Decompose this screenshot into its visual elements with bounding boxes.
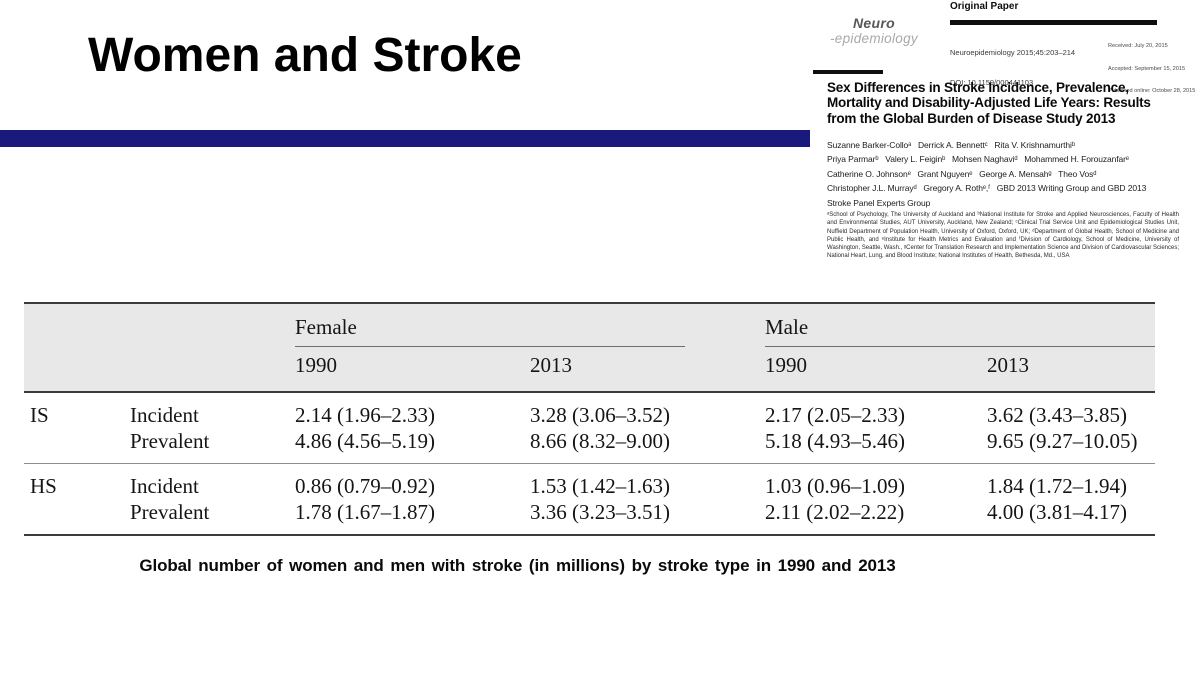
- row-group-label: HS: [24, 463, 130, 499]
- author-line: Priya Parmarᵇ Valery L. Feiginᵇ Mohsen N…: [827, 154, 1129, 165]
- empty-header-cell: [24, 303, 130, 347]
- doi-line: DOI: 10.1159/000441103: [950, 78, 1034, 87]
- published-date: Published online: October 28, 2015: [1108, 88, 1196, 94]
- row-group-label: [24, 428, 130, 464]
- female-group-header: Female: [295, 303, 765, 347]
- value-cell: 3.36 (3.23–3.51): [530, 500, 670, 524]
- row-group-label: IS: [30, 403, 49, 427]
- empty-header-cell: [130, 347, 295, 393]
- table-group-header-row: Female Male: [24, 303, 1155, 347]
- paper-dates: Received: July 20, 2015 Accepted: Septem…: [1108, 28, 1195, 111]
- journal-logo: Neuro -epidemiology: [830, 15, 918, 47]
- paper-authors: Suzanne Barker-Colloᵃ Derrick A. Bennett…: [827, 138, 1146, 210]
- paper-title-rule: [813, 70, 883, 74]
- value-cell: 1.53 (1.42–1.63): [530, 463, 765, 499]
- value-cell: 5.18 (4.93–5.46): [765, 429, 905, 453]
- value-cell: 2.14 (1.96–2.33): [295, 403, 435, 427]
- row-type-label: Prevalent: [130, 500, 210, 524]
- accepted-date: Accepted: September 15, 2015: [1108, 65, 1186, 72]
- received-date: Received: July 20, 2015: [1108, 43, 1168, 49]
- table-row: Prevalent 1.78 (1.67–1.87) 3.36 (3.23–3.…: [24, 499, 1155, 535]
- year-header: 2013: [530, 347, 765, 393]
- value-cell: 2.17 (2.05–2.33): [765, 403, 905, 427]
- author-line: Christopher J.L. Murrayᵈ Gregory A. Roth…: [827, 183, 1147, 194]
- journal-header-rule: [950, 20, 1157, 25]
- row-type-label: Incident: [130, 463, 295, 499]
- year-header: 1990: [295, 347, 530, 393]
- value-cell: 4.86 (4.56–5.19): [295, 429, 435, 453]
- value-cell: 3.28 (3.06–3.52): [530, 403, 670, 427]
- table-row: IS Incident 2.14 (1.96–2.33) 3.28 (3.06–…: [24, 392, 1155, 428]
- paper-section-label: Original Paper: [950, 1, 1019, 12]
- author-line: Stroke Panel Experts Group: [827, 197, 931, 208]
- value-cell: 1.84 (1.72–1.94): [987, 463, 1155, 499]
- paper-clipping: Neuro -epidemiology Original Paper Neuro…: [810, 0, 1200, 272]
- citation-line: Neuroepidemiology 2015;45:203–214: [950, 48, 1076, 57]
- male-label: Male: [765, 315, 1155, 347]
- value-cell: 3.62 (3.43–3.85): [987, 403, 1127, 427]
- value-cell: 1.03 (0.96–1.09): [765, 463, 987, 499]
- paper-title: Sex Differences in Stroke Incidence, Pre…: [827, 80, 1151, 126]
- journal-citation: Neuroepidemiology 2015;45:203–214 DOI: 1…: [950, 28, 1075, 108]
- value-cell: 4.00 (3.81–4.17): [987, 500, 1127, 524]
- slide-title: Women and Stroke: [88, 29, 522, 82]
- table-year-header-row: 1990 2013 1990 2013: [24, 347, 1155, 393]
- table-caption: Global number of women and men with stro…: [139, 556, 896, 575]
- row-group-label: [24, 499, 130, 535]
- journal-logo-line2: -epidemiology: [830, 31, 918, 46]
- female-label: Female: [295, 315, 685, 347]
- row-type-label: Incident: [130, 403, 199, 427]
- year-header: 1990: [765, 347, 987, 393]
- value-cell: 0.86 (0.79–0.92): [295, 463, 530, 499]
- row-type-label: Prevalent: [130, 429, 210, 453]
- empty-header-cell: [24, 347, 130, 393]
- empty-header-cell: [130, 303, 295, 347]
- value-cell: 1.78 (1.67–1.87): [295, 500, 435, 524]
- value-cell: 9.65 (9.27–10.05): [987, 429, 1138, 453]
- author-line: Catherine O. Johnsonᵉ Grant Nguyenᵉ Geor…: [827, 168, 1097, 179]
- table-row: Prevalent 4.86 (4.56–5.19) 8.66 (8.32–9.…: [24, 428, 1155, 464]
- accent-bar: [0, 130, 812, 147]
- value-cell: 8.66 (8.32–9.00): [530, 429, 670, 453]
- paper-affiliations: ᵃSchool of Psychology, The University of…: [827, 212, 1179, 260]
- journal-logo-line1: Neuro: [853, 15, 895, 31]
- stroke-table: Female Male 1990 2013 1990 2013 IS Incid…: [24, 302, 1155, 536]
- table-row: HS Incident 0.86 (0.79–0.92) 1.53 (1.42–…: [24, 463, 1155, 499]
- male-group-header: Male: [765, 303, 1155, 347]
- author-line: Suzanne Barker-Colloᵃ Derrick A. Bennett…: [827, 140, 1075, 150]
- year-header: 2013: [987, 347, 1155, 393]
- value-cell: 2.11 (2.02–2.22): [765, 500, 905, 524]
